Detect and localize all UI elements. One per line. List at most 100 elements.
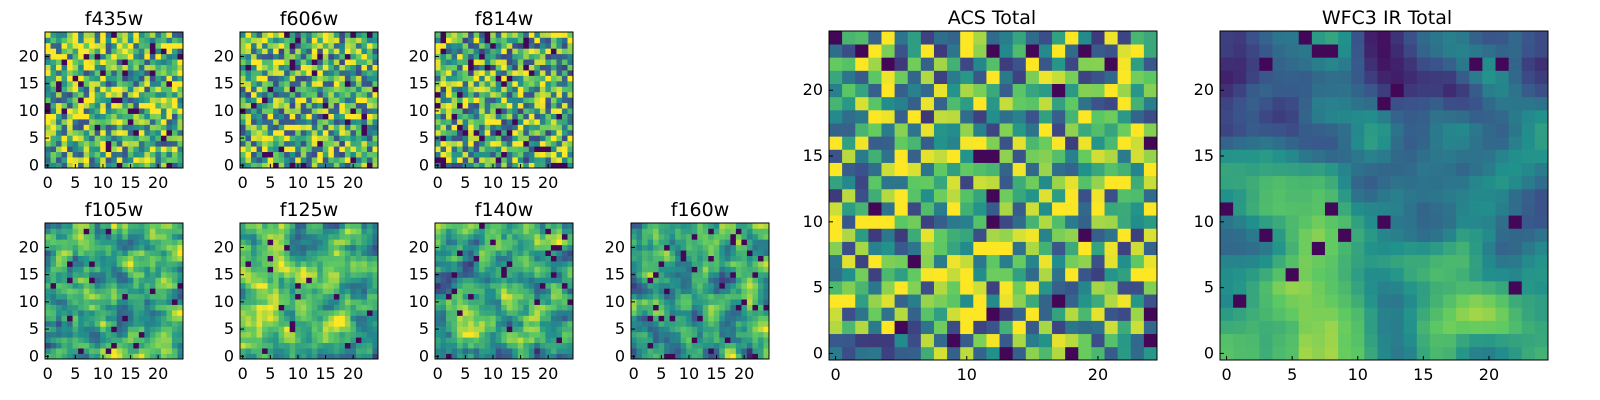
- heatmap-cell: [517, 244, 524, 251]
- heatmap-cell: [50, 342, 57, 349]
- heatmap-cell: [138, 320, 145, 327]
- heatmap-cell: [561, 233, 568, 240]
- heatmap-cell: [473, 97, 480, 104]
- heatmap-cell: [675, 277, 682, 284]
- heatmap-cell: [468, 271, 474, 278]
- heatmap-cell: [686, 255, 693, 262]
- heatmap-cell: [284, 102, 291, 109]
- heatmap-cell: [1025, 123, 1040, 137]
- heatmap-cell: [1025, 281, 1040, 295]
- heatmap-cell: [372, 124, 379, 131]
- heatmap-cell: [127, 124, 134, 131]
- heatmap-cell: [94, 239, 101, 246]
- heatmap-cell: [251, 250, 257, 256]
- heatmap-cell: [284, 261, 291, 267]
- heatmap-cell: [484, 48, 491, 55]
- heatmap-cell: [506, 266, 513, 273]
- heatmap-cell: [50, 223, 57, 229]
- heatmap-cell: [746, 310, 753, 316]
- heatmap-cell: [300, 129, 307, 136]
- heatmap-cell: [45, 250, 51, 256]
- heatmap-cell: [1025, 162, 1040, 177]
- heatmap-cell: [647, 326, 654, 333]
- heatmap-cell: [289, 86, 296, 93]
- heatmap-cell: [894, 215, 909, 229]
- heatmap-cell: [89, 59, 96, 65]
- x-tick-label: 5: [70, 364, 80, 383]
- heatmap-cell: [462, 91, 469, 98]
- heatmap-cell: [50, 288, 57, 295]
- heatmap-cell: [94, 140, 101, 147]
- heatmap-cell: [1143, 281, 1158, 295]
- heatmap-cell: [245, 288, 252, 295]
- heatmap-cell: [675, 331, 682, 338]
- heatmap-cell: [1143, 294, 1158, 308]
- heatmap-cell: [719, 255, 726, 262]
- heatmap-cell: [702, 239, 709, 246]
- heatmap-cell: [273, 288, 279, 295]
- heatmap-cell: [251, 277, 257, 284]
- heatmap-cell: [144, 86, 151, 93]
- heatmap-cell: [675, 228, 682, 235]
- heatmap-cell: [273, 255, 279, 262]
- heatmap-cell: [256, 86, 263, 93]
- heatmap-cell: [479, 266, 486, 273]
- heatmap-cell: [868, 175, 882, 190]
- heatmap-cell: [122, 42, 129, 49]
- heatmap-cell: [155, 326, 162, 333]
- heatmap-cell: [361, 282, 368, 289]
- heatmap-cell: [829, 320, 843, 335]
- heatmap-cell: [267, 342, 274, 349]
- heatmap-cell: [561, 135, 568, 142]
- heatmap-cell: [177, 310, 184, 316]
- heatmap-cell: [920, 162, 935, 177]
- heatmap-cell: [83, 348, 90, 354]
- heatmap-cell: [251, 157, 257, 163]
- heatmap-cell: [517, 250, 524, 256]
- heatmap-cell: [273, 42, 279, 49]
- heatmap-cell: [517, 108, 524, 114]
- heatmap-cell: [350, 32, 357, 38]
- heatmap-cell: [267, 80, 274, 87]
- heatmap-cell: [45, 266, 51, 273]
- heatmap-cell: [78, 282, 84, 289]
- heatmap-cell: [273, 75, 279, 82]
- heatmap-cell: [561, 282, 568, 289]
- heatmap-cell: [501, 337, 508, 344]
- heatmap-cell: [479, 75, 486, 82]
- heatmap-cell: [440, 353, 447, 360]
- heatmap-cell: [111, 261, 118, 267]
- heatmap-cell: [636, 233, 643, 240]
- heatmap-cell: [116, 342, 123, 349]
- heatmap-cell: [746, 277, 753, 284]
- heatmap-cell: [479, 331, 486, 338]
- heatmap-cell: [350, 108, 357, 114]
- heatmap-cell: [155, 53, 162, 60]
- heatmap-cell: [960, 123, 974, 137]
- heatmap-cell: [177, 293, 184, 300]
- heatmap-cell: [355, 86, 362, 93]
- heatmap-cell: [295, 75, 302, 82]
- heatmap-cell: [166, 48, 173, 55]
- heatmap-cell: [56, 162, 62, 169]
- heatmap-cell: [171, 310, 178, 316]
- heatmap-cell: [138, 86, 145, 93]
- heatmap-cell: [339, 337, 346, 344]
- heatmap-cell: [556, 42, 563, 49]
- heatmap-cell: [127, 277, 134, 284]
- heatmap-cell: [105, 353, 112, 360]
- y-tick-label: 5: [419, 319, 429, 338]
- heatmap-cell: [973, 188, 987, 203]
- heatmap-cell: [647, 277, 654, 284]
- heatmap-cell: [94, 223, 101, 229]
- heatmap-cell: [1143, 162, 1158, 177]
- heatmap-cell: [267, 261, 274, 267]
- heatmap-cell: [894, 267, 909, 282]
- heatmap-cell: [45, 113, 51, 120]
- heatmap-cell: [284, 223, 291, 229]
- heatmap-cell: [251, 315, 257, 322]
- heatmap-cell: [94, 80, 101, 87]
- heatmap-cell: [1130, 307, 1145, 321]
- heatmap-cell: [868, 228, 882, 242]
- heatmap-cell: [105, 342, 112, 349]
